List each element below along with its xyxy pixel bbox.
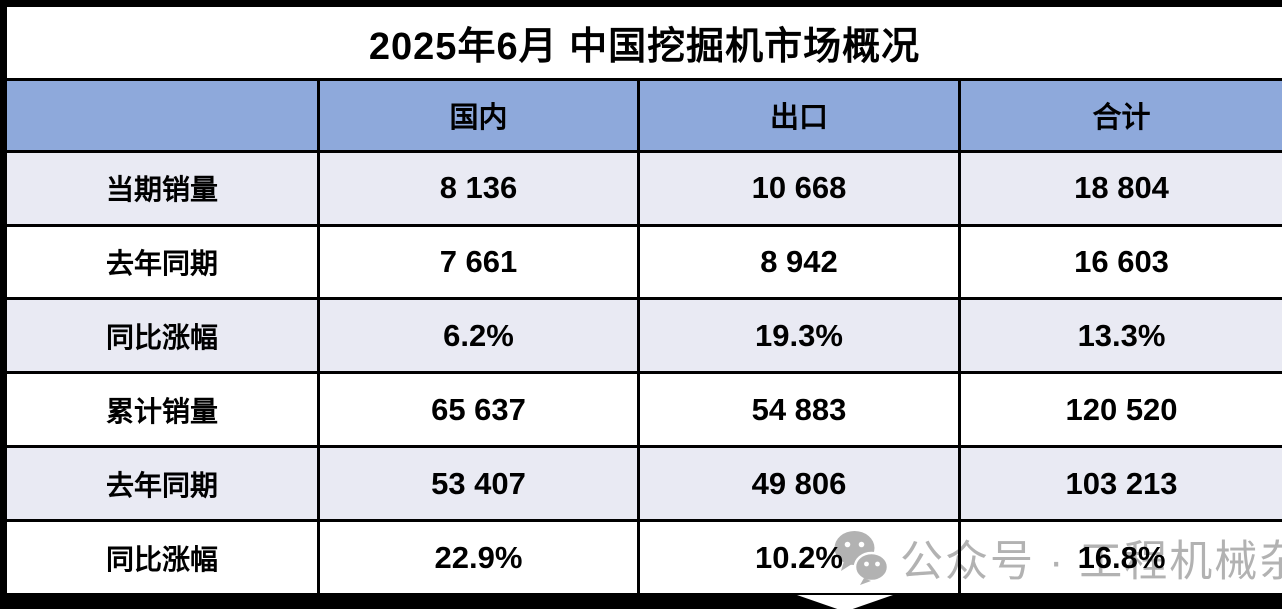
cell-total: 18 804 bbox=[957, 149, 1282, 227]
cell-export: 19.3% bbox=[637, 297, 961, 375]
cell-export: 8 942 bbox=[637, 223, 961, 301]
title-row: 2025年6月 中国挖掘机市场概况 bbox=[3, 4, 1282, 81]
row-label: 去年同期 bbox=[4, 445, 320, 523]
column-header-domestic: 国内 bbox=[317, 77, 640, 153]
cell-total: 13.3% bbox=[957, 297, 1282, 375]
cell-domestic: 53 407 bbox=[317, 445, 640, 523]
cell-export: 10.2% bbox=[637, 519, 961, 596]
cell-export: 10 668 bbox=[637, 149, 961, 227]
table-row: 去年同期 7 661 8 942 16 603 bbox=[4, 223, 1282, 301]
cell-export: 54 883 bbox=[637, 371, 961, 449]
cell-total: 103 213 bbox=[957, 445, 1282, 523]
cell-domestic: 8 136 bbox=[317, 149, 640, 227]
column-header-empty bbox=[4, 77, 320, 153]
cell-total: 16 603 bbox=[957, 223, 1282, 301]
table-row: 当期销量 8 136 10 668 18 804 bbox=[4, 149, 1282, 227]
cell-domestic: 6.2% bbox=[317, 297, 640, 375]
row-label: 同比涨幅 bbox=[4, 519, 320, 596]
cell-domestic: 7 661 bbox=[317, 223, 640, 301]
row-label: 同比涨幅 bbox=[4, 297, 320, 375]
row-label: 累计销量 bbox=[4, 371, 320, 449]
header-row: 国内 出口 合计 bbox=[4, 77, 1282, 153]
row-label: 去年同期 bbox=[4, 223, 320, 301]
cell-total: 120 520 bbox=[957, 371, 1282, 449]
column-header-export: 出口 bbox=[637, 77, 961, 153]
cell-domestic: 65 637 bbox=[317, 371, 640, 449]
table-row: 同比涨幅 6.2% 19.3% 13.3% bbox=[4, 297, 1282, 375]
table-row: 累计销量 65 637 54 883 120 520 bbox=[4, 371, 1282, 449]
cell-export: 49 806 bbox=[637, 445, 961, 523]
page-title: 2025年6月 中国挖掘机市场概况 bbox=[3, 4, 1282, 81]
table-row: 同比涨幅 22.9% 10.2% 16.8% bbox=[4, 519, 1282, 596]
excavator-market-table: 2025年6月 中国挖掘机市场概况 国内 出口 合计 当期销量 8 136 10… bbox=[3, 4, 1282, 596]
cell-domestic: 22.9% bbox=[317, 519, 640, 596]
cell-total: 16.8% bbox=[957, 519, 1282, 596]
row-label: 当期销量 bbox=[4, 149, 320, 227]
table-row: 去年同期 53 407 49 806 103 213 bbox=[4, 445, 1282, 523]
column-header-total: 合计 bbox=[957, 77, 1282, 153]
